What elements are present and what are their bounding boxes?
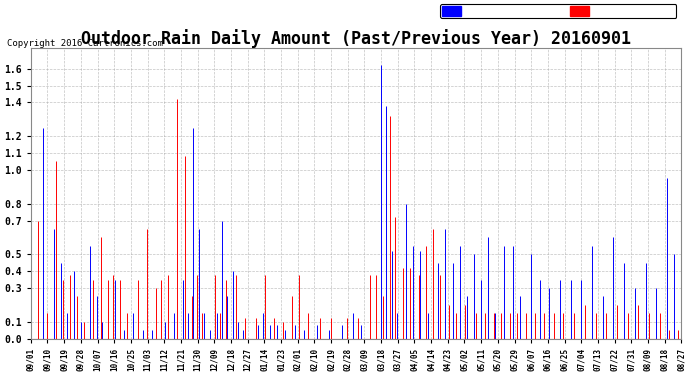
Title: Outdoor Rain Daily Amount (Past/Previous Year) 20160901: Outdoor Rain Daily Amount (Past/Previous… xyxy=(81,29,631,48)
Legend: Previous  (Inches), Past  (Inches): Previous (Inches), Past (Inches) xyxy=(440,4,676,18)
Text: Copyright 2016 Cartronics.com: Copyright 2016 Cartronics.com xyxy=(7,39,163,48)
